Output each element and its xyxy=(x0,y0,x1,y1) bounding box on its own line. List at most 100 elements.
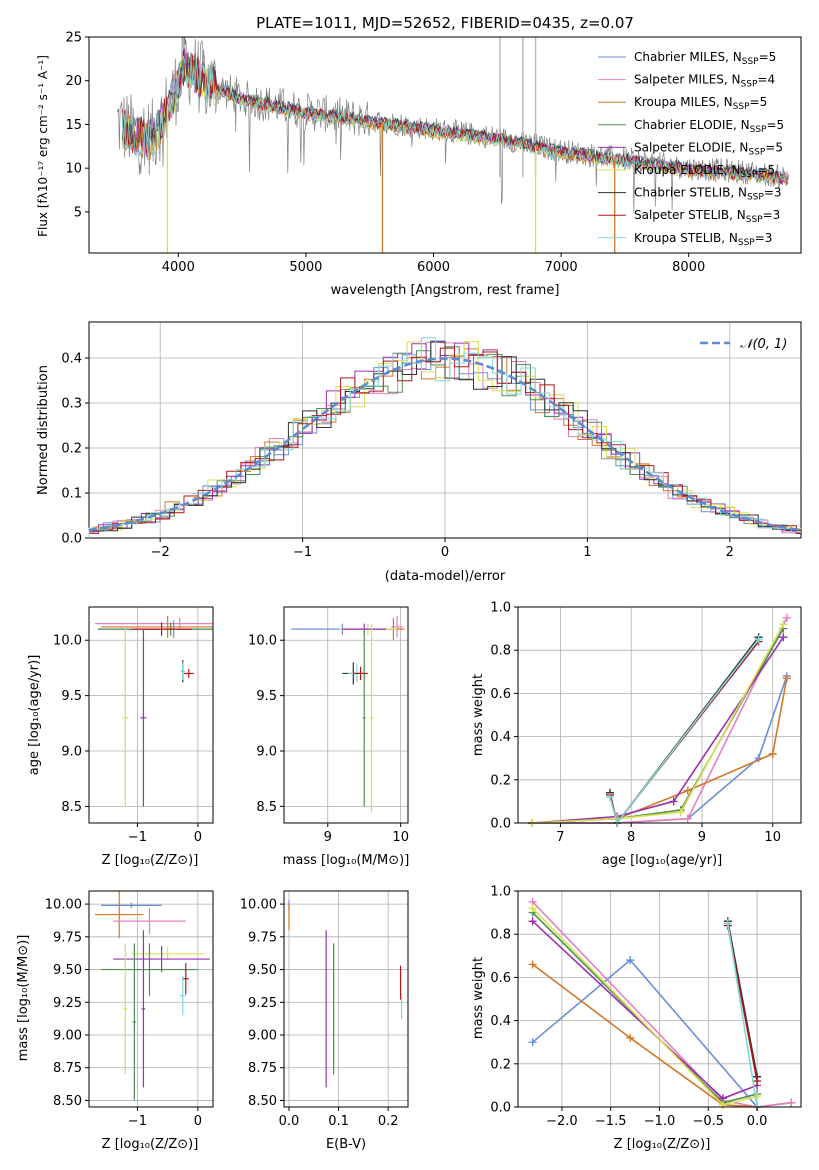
mass-weight-marker xyxy=(683,814,692,823)
x-tick-label: 6000 xyxy=(417,260,450,275)
mwZ-ylabel: mass weight xyxy=(471,957,486,1039)
legend-label: Kroupa STELIB, NSSP=3 xyxy=(634,231,772,248)
x-tick-label: 10 xyxy=(392,830,409,845)
y-tick-label: 9.50 xyxy=(53,963,82,978)
y-tick-label: 0.2 xyxy=(490,773,511,788)
y-tick-label: 9.00 xyxy=(53,1029,82,1044)
mass-weight-marker xyxy=(723,919,732,928)
mass-vs-metallicity-panel: −1 0 8.50 8.75 9.00 9.25 9.50 9.75 10.00 xyxy=(45,890,214,1129)
legend-label: Chabrier STELIB, NSSP=3 xyxy=(634,186,782,203)
mass-weight-line xyxy=(532,623,785,824)
age-vs-metallicity-panel: −1 0 8.5 9.0 9.5 10.0 xyxy=(53,606,214,845)
axes-frame xyxy=(283,606,409,824)
mass-weight-marker xyxy=(779,633,788,642)
mass-weight-marker xyxy=(626,956,635,965)
y-tick-label: 0.1 xyxy=(61,487,82,502)
y-tick-label: 8.5 xyxy=(256,800,277,815)
y-tick-label: 9.0 xyxy=(61,745,82,760)
legend-label: Chabrier ELODIE, NSSP=5 xyxy=(634,118,784,135)
y-tick-label: 9.25 xyxy=(248,996,277,1011)
mass-weight-marker xyxy=(782,613,791,622)
mwAge-ylabel: mass weight xyxy=(471,674,486,756)
mass-weight-marker xyxy=(683,786,692,795)
legend-label: Chabrier MILES, NSSP=5 xyxy=(634,50,776,67)
spectrum-ylabel: Flux [fλ10⁻¹⁷ erg cm⁻² s⁻¹ A⁻¹] xyxy=(36,55,50,237)
y-tick-label: 8.50 xyxy=(248,1094,277,1109)
y-tick-label: 0.3 xyxy=(61,397,82,412)
mass-weight-marker xyxy=(626,1033,635,1042)
x-tick-label: −1 xyxy=(293,545,312,560)
x-tick-label: 0.0 xyxy=(747,1114,768,1129)
y-tick-label: 0.0 xyxy=(490,1101,511,1116)
x-tick-label: 0.0 xyxy=(279,1114,300,1129)
y-tick-label: 9.75 xyxy=(53,930,82,945)
y-tick-label: 1.0 xyxy=(490,885,511,900)
mass-weight-line xyxy=(532,636,784,824)
residual-xlabel: (data-model)/error xyxy=(385,569,506,584)
x-tick-label: 5000 xyxy=(289,260,322,275)
axes-frame xyxy=(88,36,802,254)
y-tick-label: 0.4 xyxy=(490,1014,511,1029)
y-tick-label: 9.5 xyxy=(256,689,277,704)
y-tick-label: 8.5 xyxy=(61,800,82,815)
x-tick-label: 7000 xyxy=(545,260,578,275)
mass-weight-marker xyxy=(528,1038,537,1047)
x-tick-label: 0 xyxy=(194,830,202,845)
model-spectrum xyxy=(121,49,789,181)
mass-weight-vs-age-panel: 7 8 9 10 0.0 0.2 0.4 0.6 0.8 1.0 xyxy=(490,601,802,845)
ageM-xlabel: mass [log₁₀(M/M⊙)] xyxy=(283,853,410,868)
legend-normal-label: 𝒩(0, 1) xyxy=(740,337,787,352)
x-tick-label: 10 xyxy=(764,830,781,845)
axes-frame xyxy=(283,890,409,1108)
massZ-ylabel: mass [log₁₀(M/M⊙)] xyxy=(16,935,31,1062)
y-tick-label: 25 xyxy=(65,31,82,46)
y-tick-label: 0.6 xyxy=(490,971,511,986)
x-tick-label: −2.0 xyxy=(546,1114,578,1129)
mwAge-xlabel: age [log₁₀(age/yr)] xyxy=(602,853,723,868)
y-tick-label: 8.75 xyxy=(53,1061,82,1076)
mwZ-xlabel: Z [log₁₀(Z/Z⊙)] xyxy=(614,1137,711,1152)
axes-frame xyxy=(517,606,802,824)
mass-weight-line xyxy=(532,963,758,1108)
y-tick-label: 8.75 xyxy=(248,1061,277,1076)
x-tick-label: 7 xyxy=(556,830,564,845)
residual-histogram xyxy=(88,337,801,538)
mass-weight-marker xyxy=(753,1077,762,1086)
y-tick-label: 0.2 xyxy=(61,442,82,457)
y-tick-label: 0.8 xyxy=(490,928,511,943)
mass-weight-marker xyxy=(768,749,777,758)
mass-weight-marker xyxy=(753,1092,762,1101)
model-spectrum xyxy=(121,53,789,187)
legend-label: Salpeter ELODIE, NSSP=5 xyxy=(634,140,783,157)
y-tick-label: 20 xyxy=(65,74,82,89)
chart-title: PLATE=1011, MJD=52652, FIBERID=0435, z=0… xyxy=(256,14,634,32)
axes-frame xyxy=(88,606,214,824)
mass-vs-ebv-panel: 0.0 0.1 0.2 8.50 8.75 9.00 9.25 9.50 9.75 10.00 xyxy=(240,890,409,1129)
mass-weight-vs-metallicity-panel: −2.0 −1.5 −1.0 −0.5 0.0 0.0 0.2 0.4 0.6 0.8 1.0 xyxy=(490,885,802,1129)
legend-label: Salpeter STELIB, NSSP=3 xyxy=(634,208,780,225)
age-vs-mass-panel: 9 10 8.5 9.0 9.5 10.0 xyxy=(248,606,409,845)
y-tick-label: 5 xyxy=(74,205,82,220)
y-tick-label: 9.75 xyxy=(248,930,277,945)
x-tick-label: −0.5 xyxy=(693,1114,725,1129)
spectrum-legend: Chabrier MILES, NSSP=5 Salpeter MILES, NS… xyxy=(598,50,784,248)
mass-weight-marker xyxy=(718,1100,727,1109)
mass-weight-marker xyxy=(669,797,678,806)
spectrum-lines xyxy=(116,37,789,253)
mass-weight-marker xyxy=(676,808,685,817)
mass-weight-marker xyxy=(779,620,788,629)
y-tick-label: 0.8 xyxy=(490,644,511,659)
y-tick-label: 0.0 xyxy=(61,532,82,547)
residual-ylabel: Normed distribution xyxy=(36,365,51,495)
x-tick-label: −1 xyxy=(128,830,147,845)
y-tick-label: 0.4 xyxy=(61,352,82,367)
y-tick-label: 10.00 xyxy=(45,898,82,913)
residual-panel: −2 −1 0 1 2 0.0 0.1 0.2 0.3 0.4 (data-model)/erro… xyxy=(36,321,802,584)
legend-label: Salpeter MILES, NSSP=4 xyxy=(634,73,775,90)
mass-weight-line xyxy=(727,923,758,1108)
normal-reference-curve xyxy=(88,357,802,532)
x-tick-label: 8000 xyxy=(672,260,705,275)
y-tick-label: 1.0 xyxy=(490,601,511,616)
y-tick-label: 9.50 xyxy=(248,963,277,978)
legend-label: Kroupa MILES, NSSP=5 xyxy=(634,95,767,112)
